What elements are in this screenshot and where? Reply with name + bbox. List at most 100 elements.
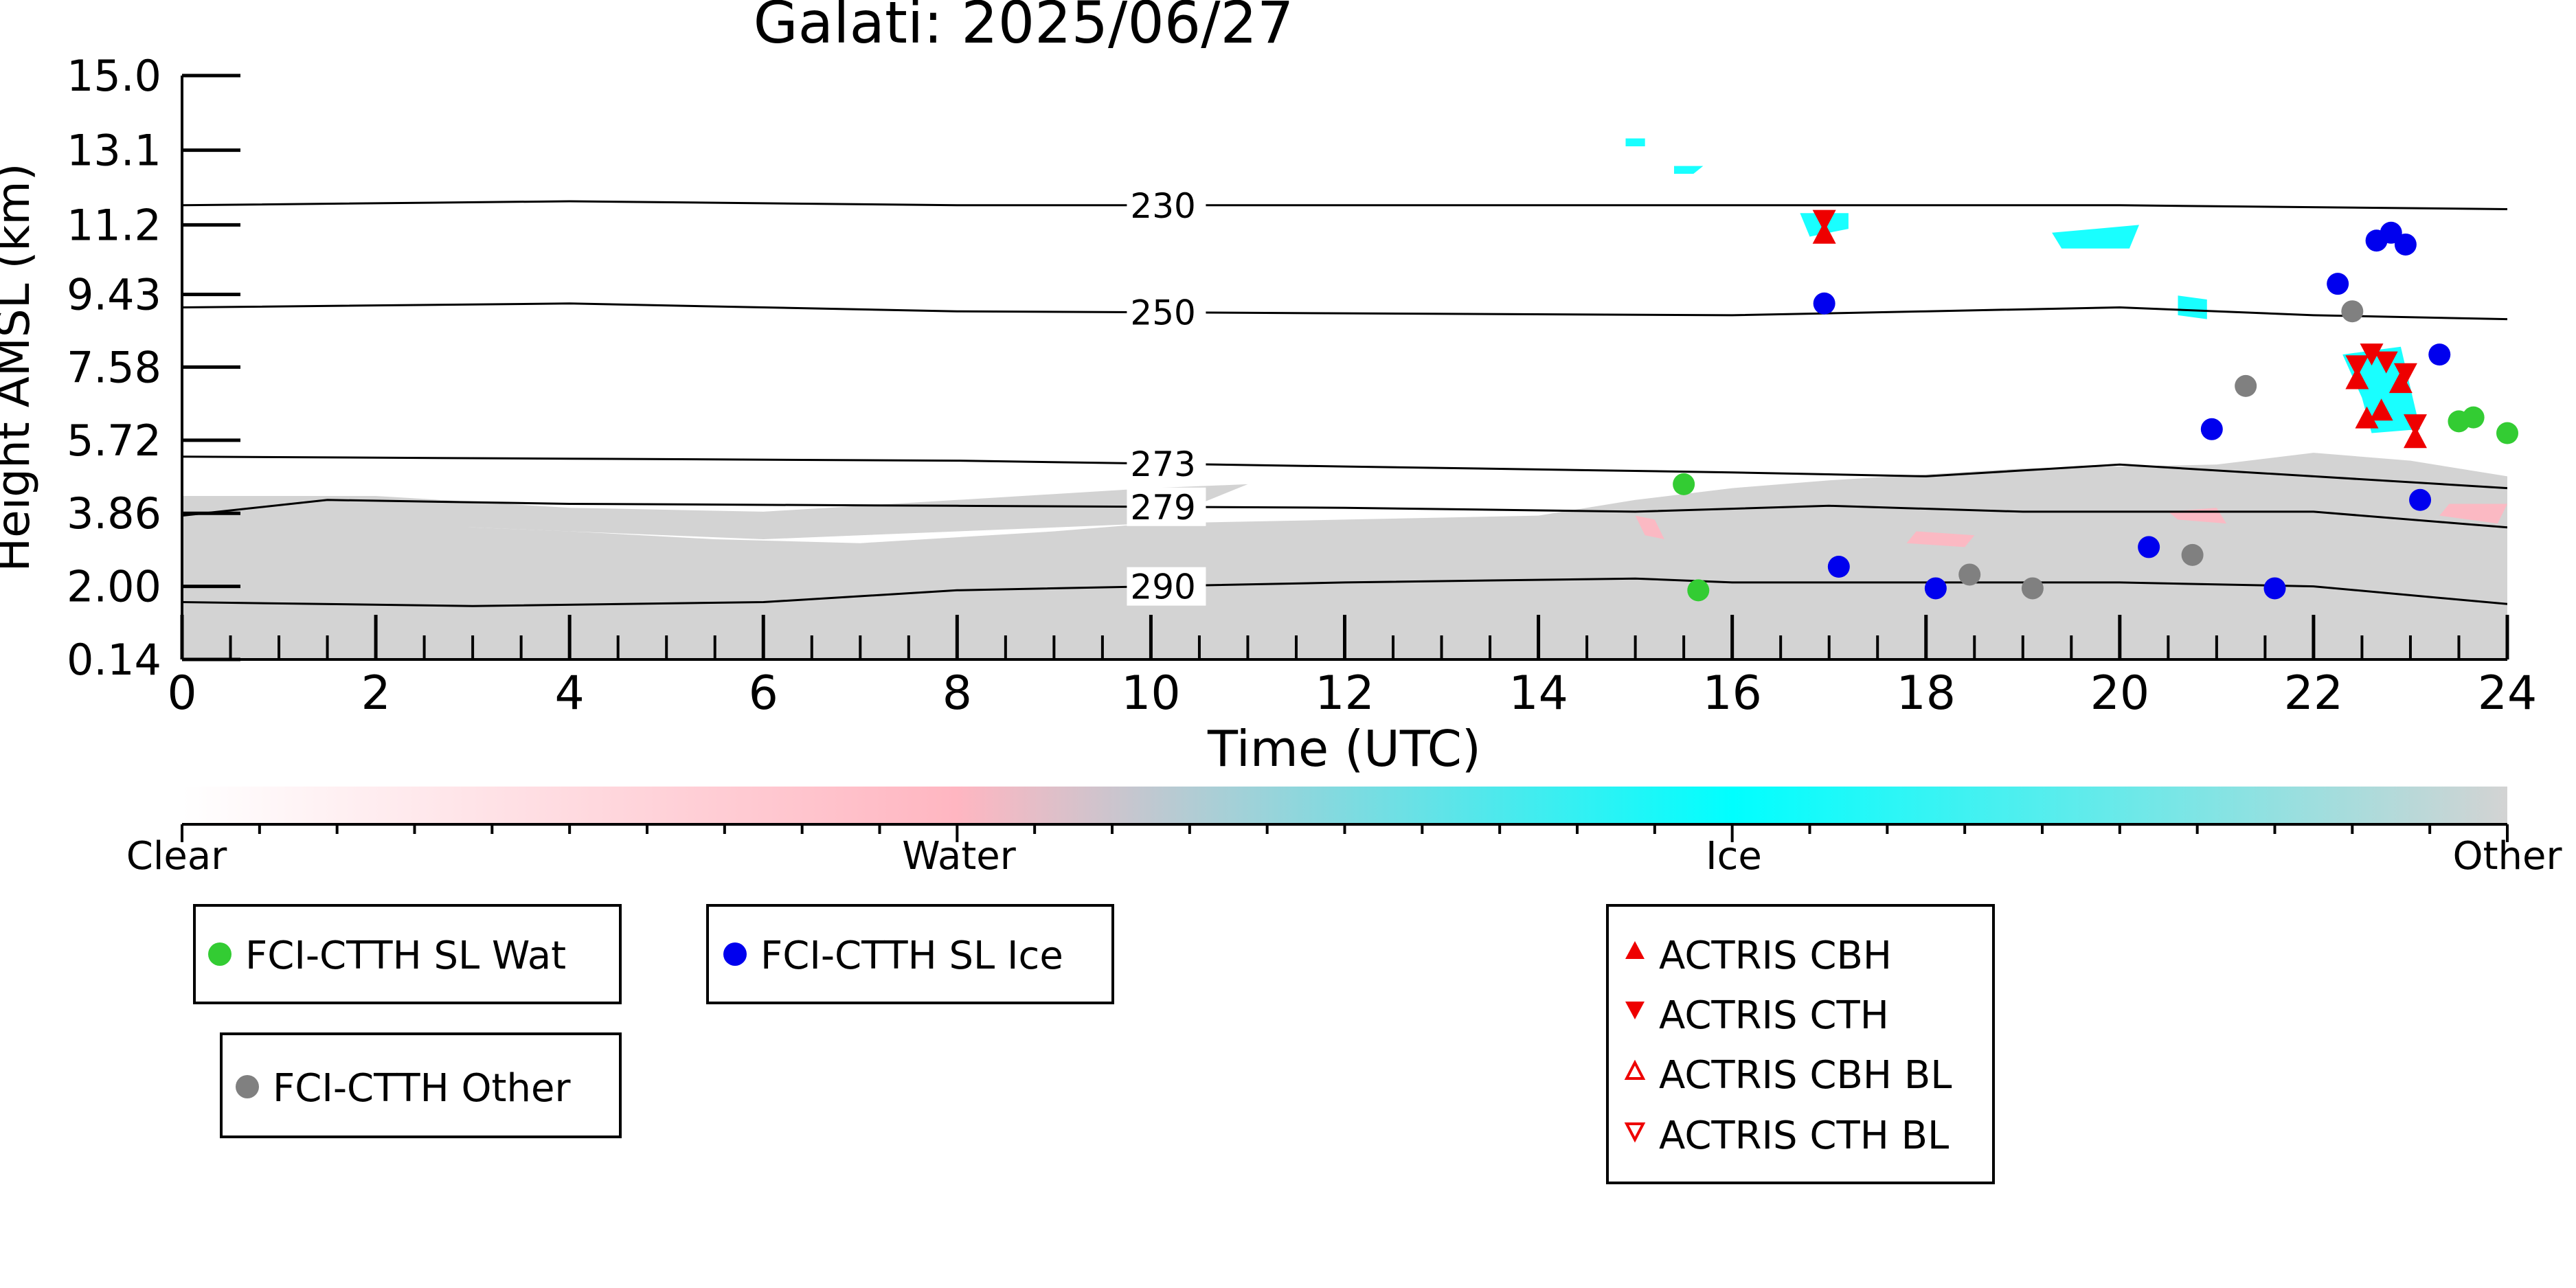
isotherm-line — [182, 499, 2507, 529]
actris-cbh-point — [1812, 221, 1836, 244]
legend-box-actris: ACTRIS CBH ACTRIS CTH ACTRIS CBH BL ACTR… — [1606, 904, 1995, 1184]
cloud-mask-water — [1906, 531, 1975, 547]
isotherm-label: 273 — [1130, 444, 1195, 484]
legend-label-ice: FCI-CTTH SL Ice — [760, 934, 1063, 978]
x-tick-label: 14 — [1509, 666, 1568, 721]
fci-ctth-sl-ice-point — [2409, 488, 2432, 511]
actris-cth-point — [1812, 210, 1836, 232]
isotherm-label: 250 — [1130, 293, 1195, 333]
fci-ctth-sl-ice-point — [2327, 273, 2349, 295]
cloud-mask-layer — [182, 138, 2507, 659]
legends: FCI-CTTH SL Wat FCI-CTTH SL Ice FCI-CTTH… — [193, 904, 1995, 1184]
cloud-mask-other — [182, 484, 1248, 539]
y-tick-label: 2.00 — [67, 562, 161, 612]
fci-ctth-sl-ice-point — [1924, 577, 1947, 600]
fci-ctth-sl-ice-point — [2200, 418, 2223, 440]
fci-ctth-sl-ice-point — [2394, 233, 2417, 256]
isotherm-line — [182, 455, 2507, 490]
isotherm-label: 230 — [1130, 186, 1195, 226]
x-tick-label: 12 — [1315, 666, 1375, 721]
fci-ctth-sl-ice-point — [2428, 343, 2451, 366]
legend-box-other: FCI-CTTH Other — [220, 1032, 622, 1138]
x-tick-label: 2 — [361, 666, 390, 721]
actris-cbh-point — [2369, 398, 2393, 421]
colorbar-label-other: Other — [2452, 834, 2562, 879]
y-tick-label: 5.72 — [67, 416, 161, 466]
x-tick-layer: 0 2 4 6 8 10 12 14 16 18 20 22 24 — [167, 615, 2537, 721]
cloud-mask-water — [1635, 515, 1664, 539]
fci-ctth-sl-wat-point — [1673, 473, 1695, 495]
legend-label-cth: ACTRIS CTH — [1659, 993, 1889, 1038]
fci-ctth-sl-ice-point — [2263, 577, 2286, 600]
y-tick-label: 11.2 — [67, 200, 161, 250]
colorbar-label-clear: Clear — [126, 834, 227, 879]
fci-ctth-sl-ice-point — [2380, 221, 2402, 244]
y-tick-label: 0.14 — [67, 635, 161, 685]
legend-label-other: FCI-CTTH Other — [273, 1066, 571, 1111]
y-tick-label: 7.58 — [67, 342, 161, 392]
actris-cth-point — [2404, 414, 2428, 437]
legend-marker-other — [236, 1075, 259, 1098]
isotherm-label-bg — [1127, 487, 1206, 526]
chart-title: Galati: 2025/06/27 — [754, 0, 1294, 56]
isotherm-line — [182, 200, 2507, 210]
colorbar-gradient — [182, 787, 2507, 824]
legend-frame — [1606, 904, 1995, 1184]
isotherm-label-bg — [1127, 567, 1206, 606]
isotherm-label-bg — [1127, 293, 1206, 332]
legend-marker-cth-bl — [1624, 1122, 1646, 1143]
x-tick-label: 24 — [2478, 666, 2538, 721]
y-tick-label: 9.43 — [67, 270, 161, 320]
actris-cth-point — [2393, 363, 2417, 385]
actris-cbh-point — [2388, 371, 2413, 394]
actris-cbh-point — [2355, 406, 2379, 429]
fci-ctth-sl-wat-point — [2496, 422, 2518, 444]
x-tick-label: 8 — [942, 666, 972, 721]
x-axis-label: Time (UTC) — [1207, 720, 1481, 778]
cloud-mask-other — [182, 453, 2507, 659]
legend-box-ice: FCI-CTTH SL Ice — [706, 904, 1114, 1004]
cloud-mask-ice — [2052, 225, 2139, 249]
colorbar: Clear Water Ice Other — [126, 787, 2562, 879]
marker-layer — [1673, 210, 2518, 602]
colorbar-label-ice: Ice — [1706, 834, 1762, 879]
isotherm-line — [182, 577, 2507, 607]
legend-marker-ice — [723, 942, 747, 966]
actris-cth-point — [2360, 343, 2384, 366]
cloud-mask-ice — [1674, 166, 1704, 174]
legend-marker-cbh-bl — [1624, 1059, 1646, 1080]
x-tick-label: 6 — [749, 666, 778, 721]
isotherm-label: 290 — [1130, 567, 1195, 607]
isotherm-label-bg — [1127, 185, 1206, 225]
fci-ctth-other-point — [2341, 300, 2364, 323]
fci-ctth-sl-wat-point — [2462, 406, 2485, 429]
legend-label-cbh-bl: ACTRIS CBH BL — [1659, 1053, 1952, 1098]
fci-ctth-other-point — [2181, 543, 2204, 566]
y-axis-label: Height AMSL (km) — [0, 163, 40, 572]
colorbar-tick-layer — [181, 824, 2509, 842]
x-tick-label: 4 — [555, 666, 585, 721]
fci-ctth-sl-wat-point — [1687, 579, 1710, 602]
fci-ctth-other-point — [2021, 577, 2044, 600]
cloud-mask-ice — [1625, 138, 1645, 146]
x-tick-label: 16 — [1702, 666, 1762, 721]
x-tick-label: 20 — [2090, 666, 2150, 721]
x-tick-label: 22 — [2284, 666, 2344, 721]
cloud-mask-water — [2439, 504, 2507, 524]
legend-frame — [220, 1032, 622, 1138]
y-tick-label: 13.1 — [67, 126, 161, 176]
fci-ctth-other-point — [1958, 563, 1981, 586]
actris-cth-point — [2345, 355, 2369, 378]
isotherm-label: 279 — [1130, 488, 1195, 528]
y-tick-label: 15.0 — [67, 51, 161, 101]
legend-label-wat: FCI-CTTH SL Wat — [245, 934, 566, 978]
fci-ctth-sl-ice-point — [2138, 536, 2160, 558]
isotherm-label-bg — [1127, 444, 1206, 483]
y-tick-layer: 0.14 2.00 3.86 5.72 7.58 9.43 11.2 13.1 15.0 — [67, 51, 240, 685]
actris-cbh-point — [2404, 426, 2428, 449]
x-tick-label: 10 — [1121, 666, 1181, 721]
actris-cth-point — [2374, 351, 2398, 374]
legend-marker-cbh — [1625, 941, 1645, 959]
